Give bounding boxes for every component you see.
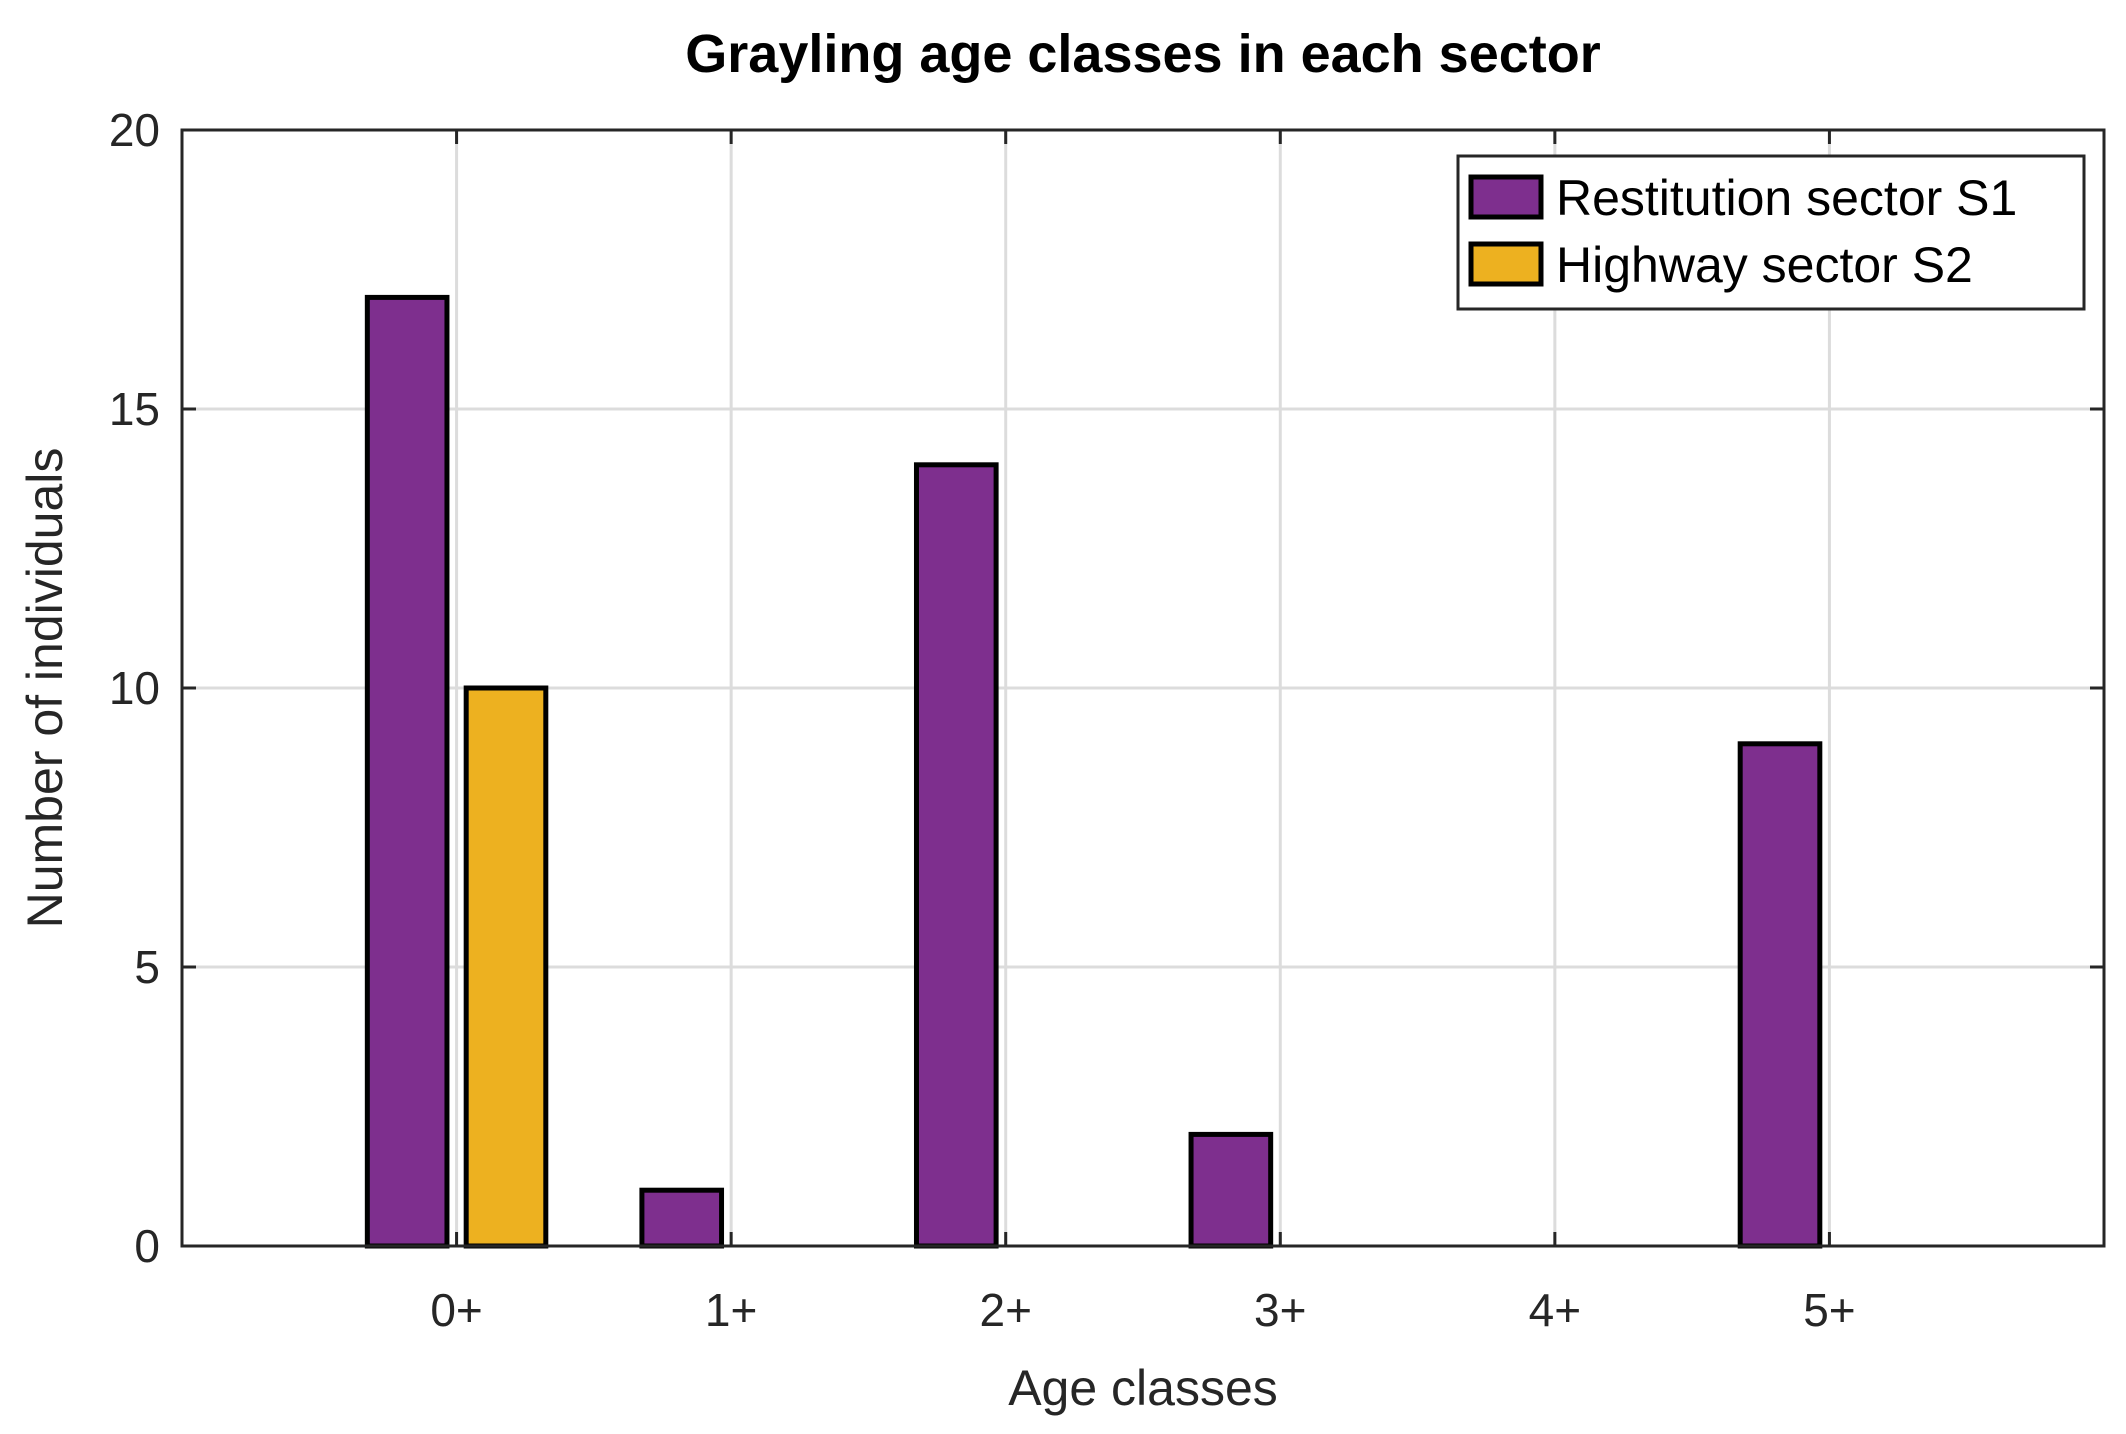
y-axis-label: Number of individuals	[17, 448, 73, 929]
legend-label-highway-s2: Highway sector S2	[1556, 237, 1973, 293]
x-axis-ticks: 0+ 1+ 2+ 3+ 4+ 5+	[430, 130, 1856, 1336]
x-axis-label: Age classes	[1008, 1360, 1278, 1416]
bars	[364, 294, 1823, 1249]
bar-s1-0+	[364, 294, 450, 1249]
legend-swatch-highway-s2	[1468, 241, 1544, 287]
x-tick-label-1+: 1+	[705, 1284, 757, 1336]
y-axis-ticks: 0 5 10 15 20	[109, 104, 2104, 1272]
y-tick-label: 10	[109, 662, 160, 714]
bar-s1-1+	[639, 1187, 725, 1249]
y-tick-label: 5	[134, 941, 160, 993]
legend-box	[1456, 154, 2086, 311]
legend: Restitution sector S1 Highway sector S2	[1456, 154, 2086, 311]
chart-title: Grayling age classes in each sector	[685, 24, 1600, 84]
legend-swatch-restitution-s1	[1468, 174, 1544, 220]
bar-s1-3+	[1188, 1131, 1274, 1249]
bar-s1-5+	[1737, 741, 1823, 1249]
x-tick-label-2+: 2+	[979, 1284, 1031, 1336]
x-tick-label-4+: 4+	[1529, 1284, 1581, 1336]
x-tick-label-0+: 0+	[430, 1284, 482, 1336]
bar-s1-2+	[913, 462, 999, 1249]
x-tick-label-5+: 5+	[1803, 1284, 1855, 1336]
y-tick-label: 15	[109, 383, 160, 435]
bar-s2-0+	[463, 685, 549, 1249]
legend-label-restitution-s1: Restitution sector S1	[1556, 170, 2017, 226]
y-tick-label: 0	[134, 1220, 160, 1272]
y-tick-label: 20	[109, 104, 160, 156]
x-tick-label-3+: 3+	[1254, 1284, 1306, 1336]
